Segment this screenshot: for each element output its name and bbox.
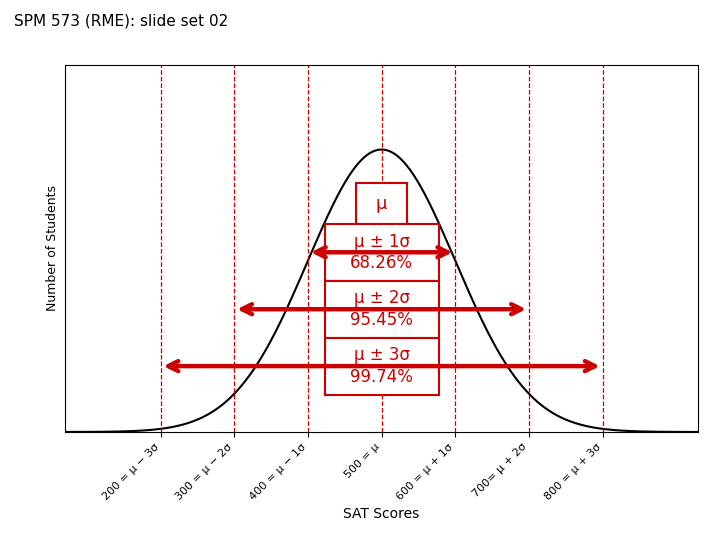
Text: μ: μ (376, 194, 387, 213)
FancyBboxPatch shape (356, 184, 408, 224)
X-axis label: SAT Scores: SAT Scores (343, 508, 420, 522)
Text: μ ± 2σ
95.45%: μ ± 2σ 95.45% (350, 289, 413, 329)
Text: μ ± 1σ
68.26%: μ ± 1σ 68.26% (350, 233, 413, 272)
FancyBboxPatch shape (325, 281, 438, 338)
Text: SPM 573 (RME): slide set 02: SPM 573 (RME): slide set 02 (14, 14, 229, 29)
Text: μ ± 3σ
99.74%: μ ± 3σ 99.74% (350, 346, 413, 386)
FancyBboxPatch shape (325, 338, 438, 395)
Y-axis label: Number of Students: Number of Students (46, 185, 59, 312)
FancyBboxPatch shape (325, 224, 438, 281)
